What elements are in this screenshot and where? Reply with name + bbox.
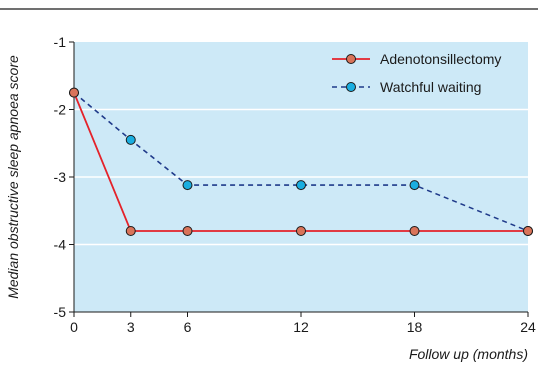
data-point-watchful-waiting [182,180,193,191]
x-tick-label: 12 [293,319,309,335]
y-tick-label: -5 [54,304,67,320]
legend-label-watchful-waiting: Watchful waiting [380,79,481,95]
x-tick-labels: 0 3 6 12 18 24 [70,319,536,335]
x-tick-label: 0 [70,319,78,335]
y-axis-label: Median obstructive sleep apnoea score [5,55,21,299]
legend-marker-adenotonsillectomy [346,54,356,64]
series-line-adenotonsillectomy [73,92,528,232]
y-tick-label: -4 [54,237,67,253]
data-point-adenotonsillectomy [125,226,136,236]
x-tick-label: 6 [184,319,192,335]
data-point-adenotonsillectomy [296,226,306,236]
y-tick-labels: -1 -2 -3 -4 -5 [54,34,67,320]
legend-label-adenotonsillectomy: Adenotonsillectomy [380,51,501,67]
data-point-adenotonsillectomy [523,226,533,236]
y-tick-label: -1 [54,34,67,50]
data-point-adenotonsillectomy [409,226,420,236]
legend-marker-watchful-waiting [346,82,356,92]
axes [69,41,529,317]
gridlines [74,108,528,246]
data-point-watchful-waiting [409,180,420,191]
x-tick-label: 18 [407,319,423,335]
x-axis-label: Follow up (months) [409,346,528,362]
data-point-watchful-waiting [125,134,136,145]
data-point-adenotonsillectomy [69,87,79,98]
x-tick-label: 24 [520,319,536,335]
y-tick-label: -3 [54,169,67,185]
data-point-watchful-waiting [296,180,306,191]
series-group [69,87,533,236]
legend: Adenotonsillectomy Watchful waiting [332,51,501,95]
y-tick-label: -2 [54,102,67,118]
x-tick-label: 3 [127,319,135,335]
data-point-adenotonsillectomy [182,226,193,236]
